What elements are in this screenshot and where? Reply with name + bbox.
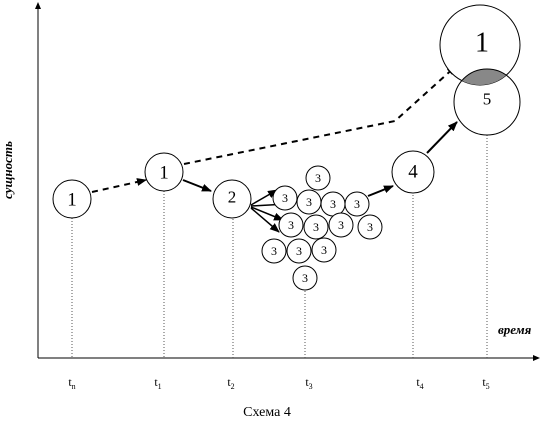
tick-base: t bbox=[68, 375, 72, 389]
node-3-label: 3 bbox=[330, 197, 336, 211]
node-3-circle: 3 bbox=[303, 214, 329, 240]
node-3-label: 3 bbox=[367, 220, 373, 234]
tick-base: t bbox=[227, 375, 231, 389]
node-1-t1: 1 bbox=[144, 152, 184, 192]
node-3-label: 3 bbox=[313, 220, 319, 234]
node-3-circle: 3 bbox=[286, 238, 312, 264]
node-3-label: 3 bbox=[338, 218, 344, 232]
node-1-t1-label: 1 bbox=[159, 163, 169, 184]
time-ticks: tn t1 t2 t3 t4 t5 bbox=[68, 375, 489, 391]
overlap-region bbox=[453, 68, 520, 85]
arrow-2-to-3-a bbox=[250, 189, 278, 206]
node-3-label: 3 bbox=[321, 243, 327, 257]
node-3-circle: 3 bbox=[296, 189, 322, 215]
node-1-top-label: 1 bbox=[475, 28, 489, 59]
node-3-circle: 3 bbox=[311, 237, 337, 263]
node-1-tn-label: 1 bbox=[67, 190, 77, 211]
tick-sub: 4 bbox=[420, 382, 424, 391]
node-2-t2-label: 2 bbox=[228, 188, 237, 207]
node-3-label: 3 bbox=[282, 191, 288, 205]
node-3-circle: 3 bbox=[305, 165, 331, 191]
arrow-1-to-2 bbox=[182, 179, 212, 192]
node-3-label: 3 bbox=[271, 244, 277, 258]
node-3-label: 3 bbox=[288, 218, 294, 232]
tick-label: t5 bbox=[482, 375, 489, 391]
node-4-t4: 4 bbox=[391, 150, 435, 194]
tick-label: t4 bbox=[416, 375, 423, 391]
node-3-circle: 3 bbox=[328, 212, 354, 238]
node-5-t5-label: 5 bbox=[483, 90, 492, 109]
node-2-t2: 2 bbox=[212, 179, 252, 219]
arrow-4-to-5 bbox=[426, 121, 458, 154]
node-3-circle: 3 bbox=[261, 238, 287, 264]
tick-base: t bbox=[482, 375, 486, 389]
x-axis-label: время bbox=[498, 322, 532, 337]
tick-sub: 3 bbox=[309, 382, 313, 391]
tick-base: t bbox=[154, 375, 158, 389]
node-3-circle: 3 bbox=[292, 265, 318, 291]
node-3-label: 3 bbox=[296, 244, 302, 258]
tick-label: t2 bbox=[227, 375, 234, 391]
node-3-label: 3 bbox=[354, 197, 360, 211]
node-3-circle: 3 bbox=[272, 185, 298, 211]
node-3-label: 3 bbox=[302, 271, 308, 285]
y-axis-arrow-icon bbox=[35, 2, 41, 9]
node-3-circle: 3 bbox=[357, 214, 383, 240]
tick-base: t bbox=[416, 375, 420, 389]
dashed-arrow-tn-t1 bbox=[91, 178, 147, 193]
node-3-label: 3 bbox=[315, 171, 321, 185]
tick-label: t1 bbox=[154, 375, 161, 391]
arrow-3-to-4 bbox=[367, 185, 394, 197]
dashed-arrow-t1-top bbox=[183, 65, 457, 165]
tick-sub: 5 bbox=[486, 382, 490, 391]
node-4-t4-label: 4 bbox=[408, 162, 418, 183]
x-axis-arrow-icon bbox=[533, 355, 540, 361]
arrow-2-to-3-d bbox=[250, 207, 280, 233]
node-3-circle: 3 bbox=[344, 191, 370, 217]
node-3-cluster: 33 3 3 33 3 3 33 3 33 bbox=[261, 165, 383, 291]
node-1-tn: 1 bbox=[52, 179, 92, 219]
node-3-circle: 3 bbox=[278, 212, 304, 238]
y-axis-label: сущность bbox=[0, 141, 15, 199]
tick-label: tn bbox=[68, 375, 75, 391]
arrow-2-to-3-c bbox=[250, 206, 284, 221]
tick-sub: n bbox=[72, 382, 76, 391]
tick-label: t3 bbox=[305, 375, 312, 391]
node-3-circle: 3 bbox=[320, 191, 346, 217]
tick-base: t bbox=[305, 375, 309, 389]
time-gridlines bbox=[71, 135, 488, 358]
figure-caption: Схема 4 bbox=[243, 405, 291, 420]
tick-sub: 1 bbox=[158, 382, 162, 391]
tick-sub: 2 bbox=[231, 382, 235, 391]
node-3-label: 3 bbox=[306, 195, 312, 209]
